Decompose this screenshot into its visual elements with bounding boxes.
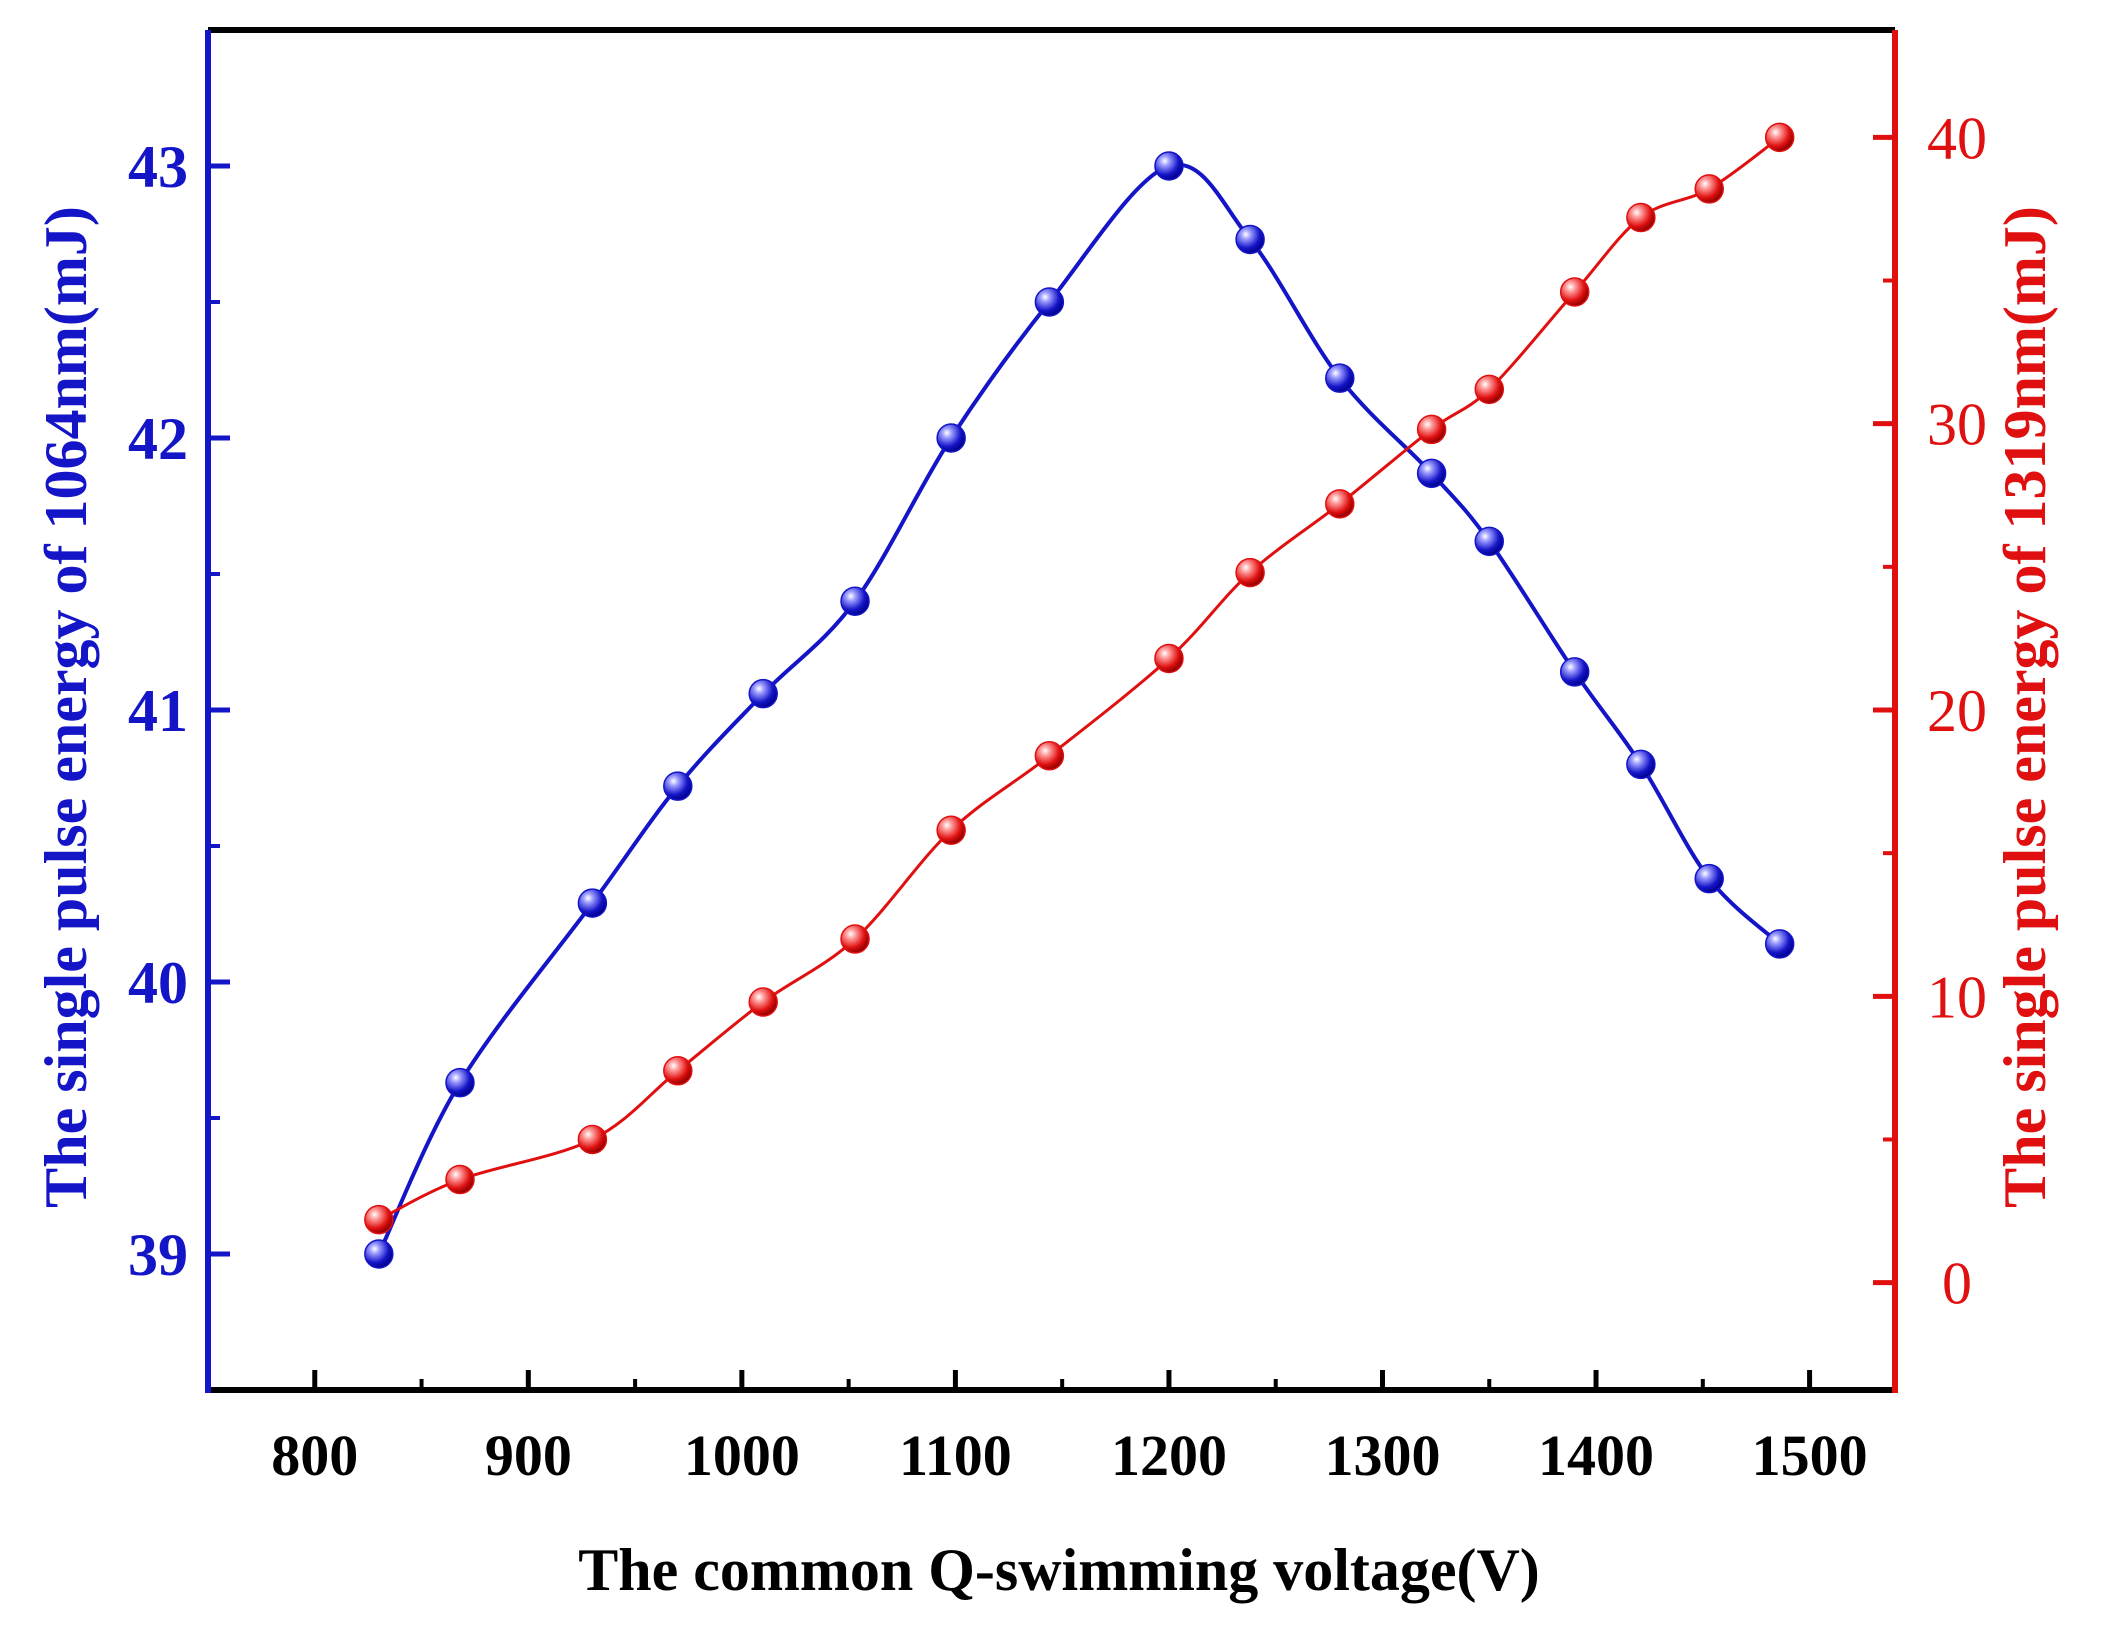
x-tick-label: 900 [485,1423,572,1488]
data-point-1064nm [1626,749,1656,780]
data-point-1064nm [1416,458,1447,489]
data-point-1064nm [663,771,693,801]
data-point-1064nm [445,1067,475,1098]
data-point-1064nm [1154,151,1184,181]
right-tick-label: 10 [1927,964,1987,1030]
x-tick-label: 800 [271,1423,358,1488]
right-tick-label: 40 [1927,105,1987,171]
x-tick-label: 1200 [1111,1423,1227,1488]
series-layer [364,122,1795,1269]
data-point-1064nm [1325,363,1355,393]
series-1319nm [364,122,1795,1235]
data-point-1064nm [1235,224,1265,255]
data-point-1064nm [1559,657,1590,687]
data-point-1319nm [364,1204,394,1235]
data-point-1064nm [577,888,608,918]
left-tick-label: 42 [128,406,188,472]
left-tick-label: 41 [128,678,188,744]
right-axis-ticks: 0 10 20 30 40 [1873,105,1987,1317]
data-point-1319nm [1034,741,1065,771]
data-point-1064nm [936,423,966,453]
right-tick-label: 0 [1942,1251,1972,1317]
right-tick-label: 20 [1927,678,1987,744]
left-axis-ticks: 39 40 41 42 43 [128,134,230,1288]
x-tick-label: 1300 [1324,1423,1440,1488]
x-tick-label: 1100 [899,1423,1012,1488]
data-point-1319nm [1559,277,1590,307]
left-tick-label: 40 [128,950,188,1016]
data-point-1319nm [1235,557,1265,588]
data-point-1319nm [936,815,966,846]
series-1064nm [364,151,1795,1269]
left-tick-label: 43 [128,134,188,200]
data-point-1319nm [1474,374,1505,405]
x-tick-label: 1500 [1752,1423,1868,1488]
x-tick-label: 1400 [1538,1423,1654,1488]
data-point-1064nm [1694,863,1724,894]
right-tick-label: 30 [1927,392,1987,458]
right-axis-title: The single pulse energy of 1319nm(mJ) [1992,206,2058,1208]
data-point-1064nm [1034,287,1065,317]
x-axis-title: The common Q-swimming voltage(V) [578,1537,1540,1603]
left-tick-label: 39 [128,1222,188,1288]
data-point-1319nm [445,1164,475,1195]
data-point-1064nm [1764,929,1795,959]
data-point-1064nm [748,678,778,709]
data-point-1064nm [840,586,870,616]
data-point-1319nm [1626,202,1656,233]
x-tick-label: 1000 [684,1423,800,1488]
data-point-1064nm [1474,526,1505,557]
data-point-1319nm [1764,122,1795,153]
x-axis-ticks: 800 900 1000 1100 1200 1300 1400 1500 [271,1370,1868,1488]
data-point-1319nm [840,924,870,954]
data-point-1319nm [1325,489,1355,519]
left-axis-title: The single pulse energy of 1064nm(mJ) [33,206,99,1208]
data-point-1319nm [748,987,778,1017]
data-point-1319nm [577,1124,608,1155]
data-point-1319nm [1154,643,1184,674]
data-point-1319nm [1416,414,1447,445]
data-point-1319nm [663,1056,693,1086]
data-point-1319nm [1694,174,1724,204]
series-line-1064nm [376,162,1782,1255]
data-point-1064nm [364,1239,394,1269]
